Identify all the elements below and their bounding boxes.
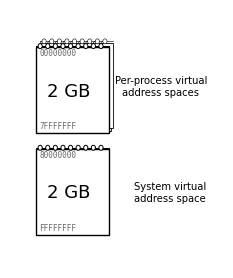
Circle shape — [88, 39, 92, 44]
Text: 2 GB: 2 GB — [47, 185, 91, 202]
Circle shape — [53, 145, 58, 150]
Circle shape — [42, 39, 46, 44]
Circle shape — [70, 41, 75, 46]
Circle shape — [76, 145, 80, 150]
Text: FFFFFFFF: FFFFFFFF — [39, 224, 76, 233]
Circle shape — [46, 44, 50, 49]
Circle shape — [61, 44, 65, 49]
Circle shape — [40, 41, 44, 46]
Circle shape — [78, 41, 82, 46]
Circle shape — [65, 39, 69, 44]
Circle shape — [72, 39, 77, 44]
Circle shape — [38, 145, 42, 150]
Circle shape — [38, 44, 42, 49]
Circle shape — [55, 41, 59, 46]
Circle shape — [84, 44, 88, 49]
Circle shape — [101, 41, 105, 46]
Circle shape — [80, 39, 84, 44]
Circle shape — [57, 39, 62, 44]
Circle shape — [84, 145, 88, 150]
Text: 7FFFFFFF: 7FFFFFFF — [39, 122, 76, 131]
Circle shape — [46, 145, 50, 150]
Circle shape — [93, 41, 97, 46]
Circle shape — [48, 41, 52, 46]
Text: 00000000: 00000000 — [39, 49, 76, 58]
Bar — [36, 149, 109, 235]
Circle shape — [99, 44, 103, 49]
Bar — [36, 47, 109, 133]
Circle shape — [86, 41, 90, 46]
Circle shape — [91, 44, 96, 49]
Circle shape — [95, 39, 99, 44]
Bar — [38, 45, 111, 131]
Circle shape — [91, 145, 96, 150]
Circle shape — [61, 145, 65, 150]
Circle shape — [76, 44, 80, 49]
Circle shape — [99, 145, 103, 150]
Circle shape — [69, 44, 73, 49]
Circle shape — [69, 145, 73, 150]
Circle shape — [50, 39, 54, 44]
Text: 80000000: 80000000 — [39, 151, 76, 160]
Bar — [40, 43, 113, 128]
Text: Per-process virtual
address spaces: Per-process virtual address spaces — [115, 76, 207, 98]
Circle shape — [103, 39, 107, 44]
Circle shape — [53, 44, 58, 49]
Text: 2 GB: 2 GB — [47, 83, 91, 101]
Text: System virtual
address space: System virtual address space — [134, 182, 206, 203]
Circle shape — [63, 41, 67, 46]
